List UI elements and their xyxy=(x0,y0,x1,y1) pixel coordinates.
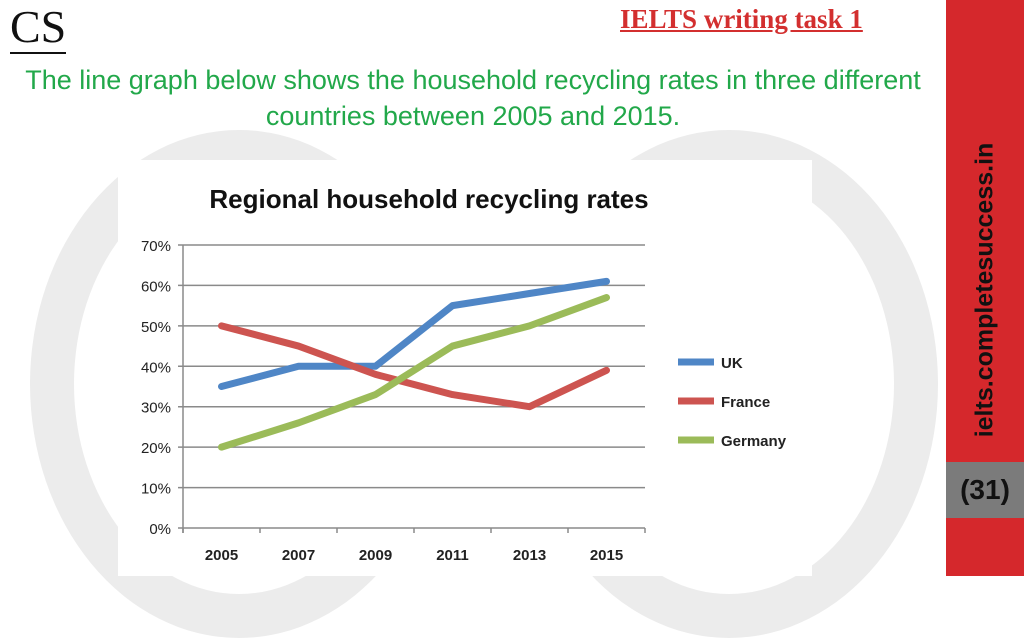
legend-label: Germany xyxy=(721,433,787,450)
site-url: ielts.completesuccess.in xyxy=(971,143,1000,438)
y-tick-label: 70% xyxy=(141,238,171,255)
chart-title: Regional household recycling rates xyxy=(209,184,648,214)
x-tick-label: 2009 xyxy=(359,547,392,564)
x-tick-label: 2007 xyxy=(282,547,315,564)
y-tick-label: 30% xyxy=(141,400,171,417)
x-tick-label: 2015 xyxy=(590,547,623,564)
y-tick-label: 20% xyxy=(141,440,171,457)
y-tick-label: 50% xyxy=(141,319,171,336)
x-tick-label: 2013 xyxy=(513,547,546,564)
x-tick-label: 2005 xyxy=(205,547,238,564)
x-tick-label: 2011 xyxy=(436,547,469,564)
page-number: (31) xyxy=(946,462,1024,518)
legend-label: UK xyxy=(721,355,743,372)
chart: Regional household recycling rates 0% 10% 2… xyxy=(118,160,812,576)
legend-label: France xyxy=(721,394,770,411)
y-tick-label: 10% xyxy=(141,481,171,498)
chart-svg: Regional household recycling rates 0% 10% 2… xyxy=(118,160,812,576)
task-heading: IELTS writing task 1 xyxy=(620,4,863,35)
y-tick-label: 60% xyxy=(141,278,171,295)
logo: CS xyxy=(10,2,66,54)
y-tick-label: 0% xyxy=(149,521,171,538)
y-tick-label: 40% xyxy=(141,359,171,376)
task-description: The line graph below shows the household… xyxy=(0,62,946,134)
